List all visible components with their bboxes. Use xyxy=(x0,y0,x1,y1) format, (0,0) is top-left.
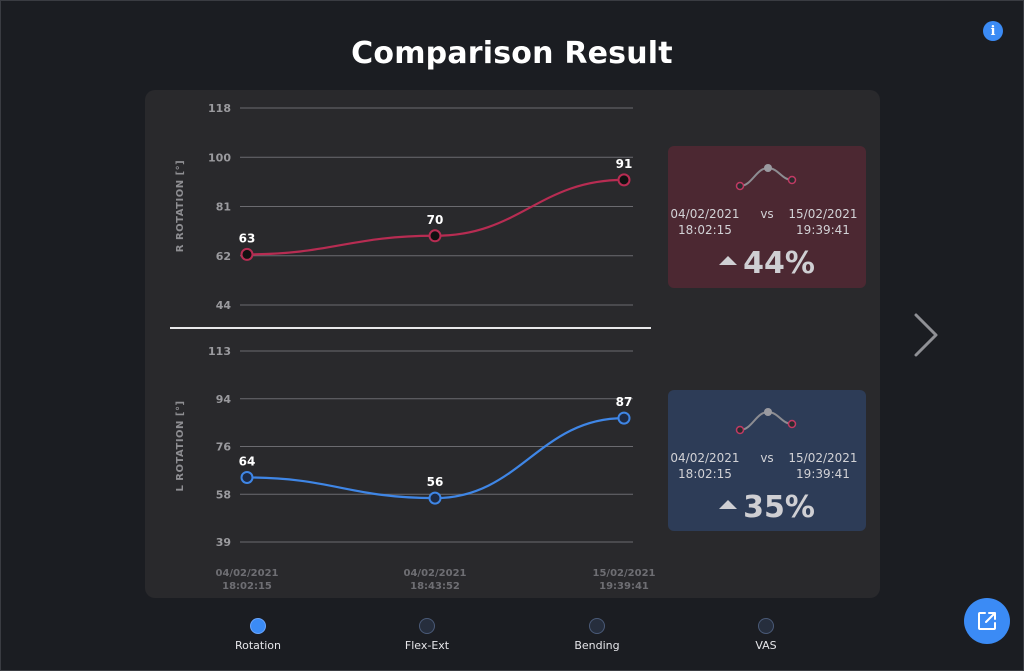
comparison-chart: 118 100 81 62 44 R ROTATION [°] 63 70 91 113 94 76 5… xyxy=(170,102,656,592)
from-date: 04/02/2021 18:02:15 xyxy=(670,207,740,237)
data-label: 87 xyxy=(616,395,633,409)
x-tick-time: 19:39:41 xyxy=(599,581,649,592)
tab-indicator xyxy=(419,618,435,634)
x-tick-time: 18:43:52 xyxy=(410,581,460,592)
trend-sparkline-icon xyxy=(735,408,797,435)
vs-label: vs xyxy=(760,207,774,221)
from-date: 04/02/2021 18:02:15 xyxy=(670,451,740,481)
tab-indicator xyxy=(589,618,605,634)
tab-label: VAS xyxy=(755,639,777,652)
vs-label: vs xyxy=(760,451,774,465)
y-tick-label: 118 xyxy=(208,102,231,115)
y-tick-label: 100 xyxy=(208,151,231,164)
change-percent: 44% xyxy=(668,246,866,281)
data-label: 56 xyxy=(427,475,444,489)
data-label: 70 xyxy=(427,213,444,227)
change-percent: 35% xyxy=(668,490,866,525)
to-date: 15/02/2021 19:39:41 xyxy=(788,207,858,237)
data-label: 91 xyxy=(616,157,633,171)
tab-flex-ext[interactable]: Flex-Ext xyxy=(372,618,482,652)
data-point xyxy=(617,173,631,187)
trend-sparkline-icon xyxy=(735,164,797,191)
x-tick-date: 04/02/2021 xyxy=(216,568,279,579)
data-label: 64 xyxy=(239,454,256,468)
y-tick-label: 58 xyxy=(216,488,231,501)
data-label: 63 xyxy=(239,231,256,245)
y-tick-label: 113 xyxy=(208,345,231,358)
external-link-icon xyxy=(978,612,996,630)
tab-label: Rotation xyxy=(234,639,281,652)
increase-arrow-icon xyxy=(719,500,738,509)
y-tick-label: 94 xyxy=(216,393,232,406)
page-title: Comparison Result xyxy=(351,36,673,71)
tab-label: Flex-Ext xyxy=(404,639,450,652)
tab-bending[interactable]: Bending xyxy=(542,618,652,652)
y-axis-label: R ROTATION [°] xyxy=(175,160,186,252)
export-button[interactable] xyxy=(964,598,1010,644)
tab-label: Bending xyxy=(574,639,620,652)
tab-indicator xyxy=(250,618,266,634)
info-button[interactable]: i xyxy=(983,21,1003,41)
tab-rotation[interactable]: Rotation xyxy=(203,618,313,652)
data-point xyxy=(617,411,631,425)
tab-vas[interactable]: VAS xyxy=(711,618,821,652)
x-tick-date: 15/02/2021 xyxy=(593,568,656,579)
l-rotation-change-card: 04/02/2021 18:02:15 vs 15/02/2021 19:39:41… xyxy=(668,390,866,531)
data-point xyxy=(240,247,254,261)
data-point xyxy=(428,491,442,505)
tab-indicator xyxy=(758,618,774,634)
y-tick-label: 81 xyxy=(216,201,231,214)
r-rotation-change-card: 04/02/2021 18:02:15 vs 15/02/2021 19:39:41… xyxy=(668,146,866,288)
data-point xyxy=(428,229,442,243)
x-tick-date: 04/02/2021 xyxy=(404,568,467,579)
info-icon: i xyxy=(990,23,996,39)
y-axis-label: L ROTATION [°] xyxy=(175,400,186,491)
y-tick-label: 62 xyxy=(216,250,231,263)
metric-tabs: Rotation Flex-Ext Bending VAS xyxy=(0,618,1024,658)
y-tick-label: 39 xyxy=(216,536,231,549)
y-tick-label: 44 xyxy=(216,299,232,312)
y-tick-label: 76 xyxy=(216,441,232,454)
data-point xyxy=(240,470,254,484)
increase-arrow-icon xyxy=(719,256,738,265)
chevron-right-icon[interactable] xyxy=(909,310,943,360)
to-date: 15/02/2021 19:39:41 xyxy=(788,451,858,481)
x-tick-time: 18:02:15 xyxy=(222,581,272,592)
